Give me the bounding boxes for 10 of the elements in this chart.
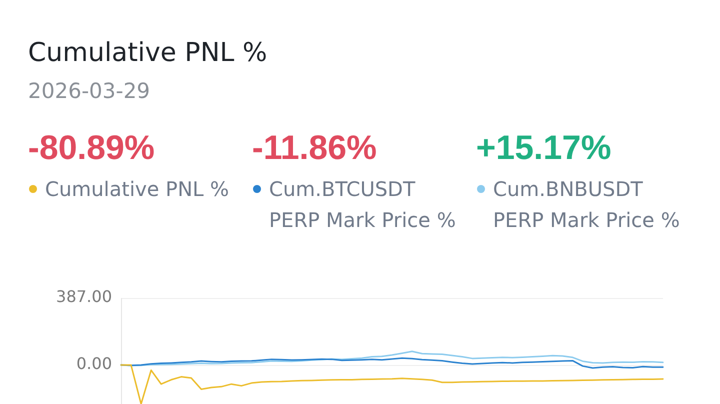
text: -80.89% — [28, 129, 155, 167]
chart-subtitle: 2026-03-29 — [28, 79, 150, 103]
legend-label: Cumulative PNL % — [45, 176, 230, 203]
chart-title: Cumulative PNL % — [28, 38, 268, 68]
y-tick-label: 0.00 — [76, 354, 112, 374]
legend-label: Cum.BTCUSDT PERP Mark Price % — [269, 176, 457, 234]
y-tick-label: 387.00 — [56, 287, 112, 306]
text: -11.86% — [252, 129, 377, 167]
text: +15.17% — [476, 129, 612, 167]
legend-label: Cum.BNBUSDT PERP Mark Price % — [493, 176, 681, 234]
